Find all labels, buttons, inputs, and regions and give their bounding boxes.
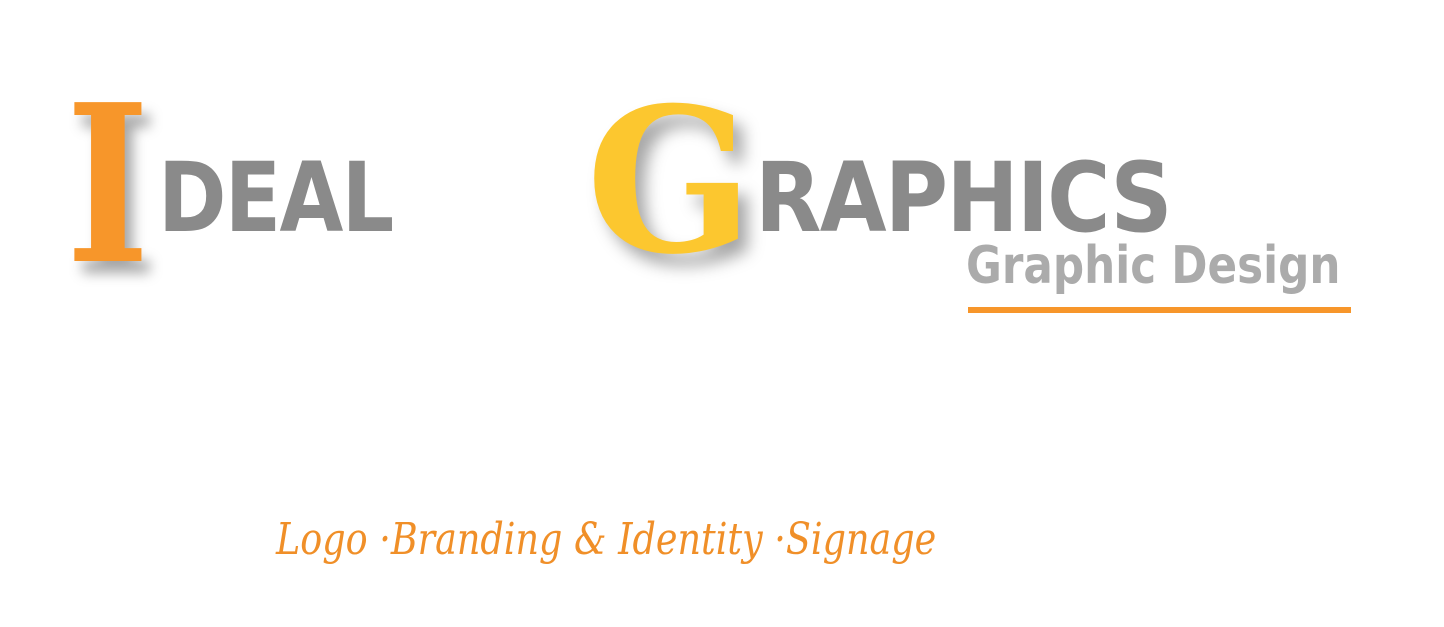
ideal-word-rest: DEAL bbox=[158, 142, 394, 254]
ideal-initial-letter: I bbox=[66, 57, 150, 313]
logo-subtitle: Graphic Design bbox=[966, 236, 1341, 296]
subtitle-underline bbox=[968, 307, 1351, 313]
services-tagline: Logo ·Branding & Identity ·Signage bbox=[276, 514, 937, 565]
graphics-initial-letter: G bbox=[586, 64, 754, 299]
graphics-word-rest: RAPHICS bbox=[755, 142, 1173, 254]
